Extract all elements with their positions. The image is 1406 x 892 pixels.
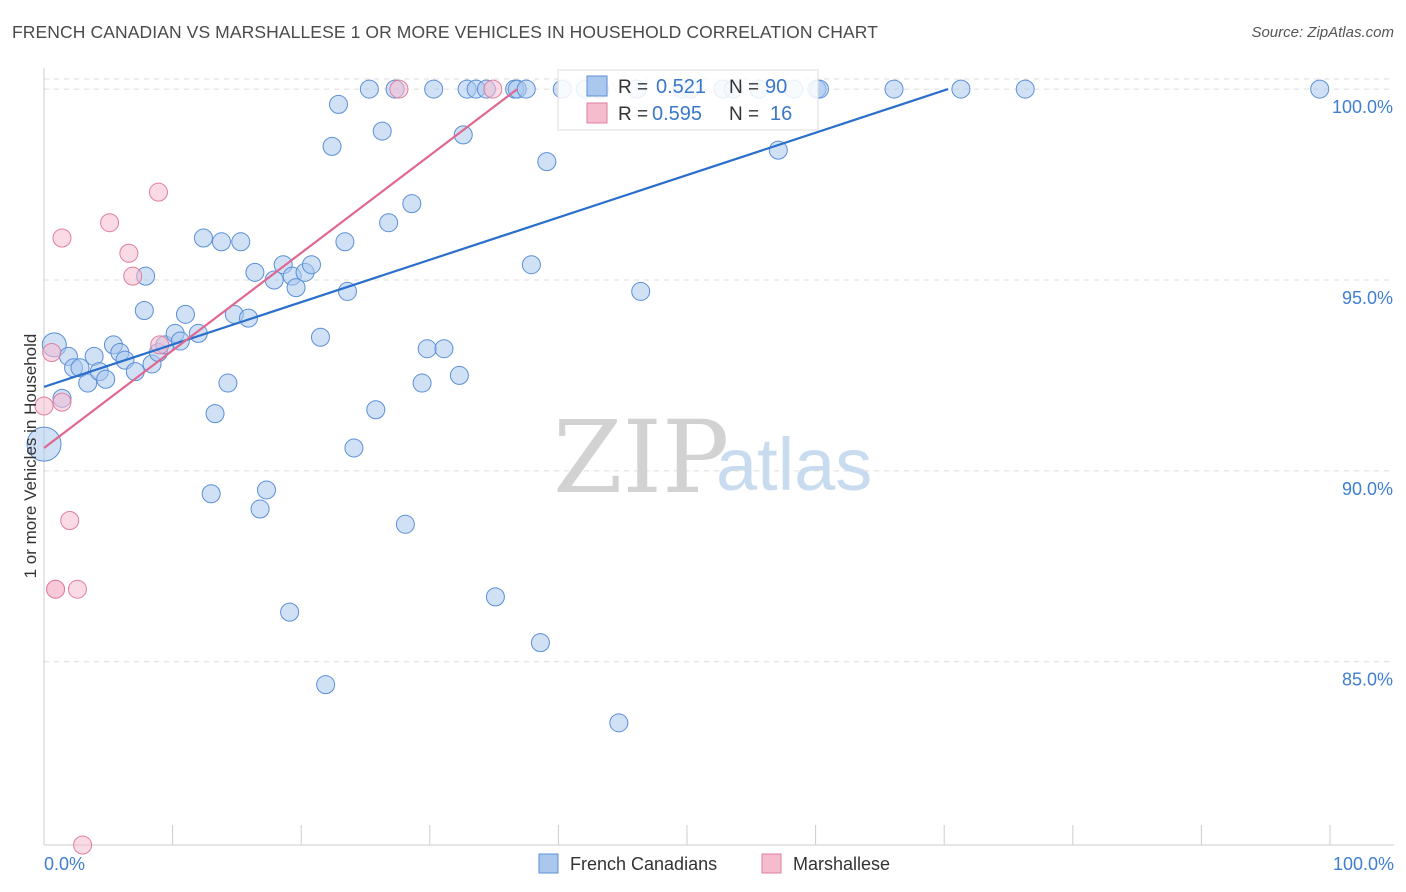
y-axis-label: 1 or more Vehicles in Household [21, 334, 40, 579]
french-canadians-point [231, 232, 251, 252]
stats-n-value-blue: 90 [765, 76, 787, 98]
source-credit: Source: ZipAtlas.com [1251, 24, 1394, 41]
french-canadians-point [1310, 79, 1330, 99]
stats-r-label-pink: R = [618, 104, 648, 125]
french-canadians-point [379, 213, 399, 233]
french-canadians-point [884, 79, 904, 99]
marshallese-point [119, 243, 139, 263]
french-canadians-point [366, 400, 386, 420]
french-canadians-point [521, 255, 541, 275]
marshallese-points [34, 79, 503, 855]
french-canadians-point [26, 426, 62, 462]
french-canadians-point [372, 121, 392, 141]
french-canadians-point [1015, 79, 1035, 99]
french-canadians-point [337, 281, 357, 301]
y-tick-label: 100.0% [1332, 97, 1393, 117]
french-canadians-point [395, 514, 415, 534]
y-tick-label: 95.0% [1342, 288, 1393, 308]
french-canadians-point [201, 484, 221, 504]
x-tick-label-min: 0.0% [44, 854, 85, 874]
french-canadians-point [250, 499, 270, 519]
stats-n-label-blue: N = [729, 77, 759, 98]
y-tick-label: 85.0% [1342, 670, 1393, 690]
french-canadians-point [328, 94, 348, 114]
french-canadians-point [951, 79, 971, 99]
marshallese-point [148, 182, 168, 202]
chart-title: FRENCH CANADIAN VS MARSHALLESE 1 OR MORE… [12, 22, 878, 42]
french-canadians-point [485, 587, 505, 607]
stats-r-label-blue: R = [618, 77, 648, 98]
bottom-legend: French Canadians Marshallese [538, 853, 890, 874]
french-canadians-point [70, 358, 90, 378]
grid-layer [44, 78, 1394, 663]
marshallese-point [42, 343, 62, 363]
marshallese-point [46, 579, 66, 599]
french-canadians-point [609, 713, 629, 733]
stats-n-value-pink: 16 [770, 103, 792, 125]
french-canadians-point [205, 404, 225, 424]
french-canadians-point [412, 373, 432, 393]
french-canadians-point [537, 152, 557, 172]
french-canadians-point [449, 365, 469, 385]
legend-swatch-marshallese [761, 853, 782, 874]
marshallese-point [60, 510, 80, 530]
marshallese-point [52, 228, 72, 248]
stats-swatch-pink [586, 102, 608, 124]
french-canadians-point [417, 339, 437, 359]
french-canadians-point [238, 308, 258, 328]
marshallese-point [389, 79, 409, 99]
stats-r-value-blue: 0.521 [656, 76, 706, 98]
french-canadians-trend-line [43, 88, 949, 388]
french-canadians-point [402, 194, 422, 214]
marshallese-trend-line [43, 88, 518, 449]
x-tick-label-max: 100.0% [1333, 854, 1394, 874]
y-tick-labels: 85.0% 90.0% 95.0% 100.0% [1332, 97, 1393, 690]
french-canadians-point [193, 228, 213, 248]
french-canadians-point [78, 373, 98, 393]
french-canadians-point [344, 438, 364, 458]
stats-swatch-blue [586, 75, 608, 97]
french-canadians-point [280, 602, 300, 622]
french-canadians-point [322, 136, 342, 156]
marshallese-point [34, 396, 54, 416]
french-canadians-point [516, 79, 536, 99]
trend-lines [43, 88, 949, 449]
french-canadians-point [211, 232, 231, 252]
stats-r-value-pink: 0.595 [652, 103, 702, 125]
french-canadians-point [245, 262, 265, 282]
french-canadians-point [453, 125, 473, 145]
watermark-zip: ZIP [553, 399, 729, 516]
marshallese-point [73, 835, 93, 855]
french-canadians-point [175, 304, 195, 324]
french-canadians-point [301, 255, 321, 275]
french-canadians-point [310, 327, 330, 347]
y-tick-label: 90.0% [1342, 479, 1393, 499]
marshallese-point [67, 579, 87, 599]
french-canadians-point [530, 633, 550, 653]
marshallese-point [52, 392, 72, 412]
stats-n-label-pink: N = [729, 104, 759, 125]
french-canadians-point [424, 79, 444, 99]
french-canadians-point [96, 369, 116, 389]
marshallese-point [123, 266, 143, 286]
marshallese-point [483, 79, 503, 99]
french-canadians-point [256, 480, 276, 500]
french-canadians-point [335, 232, 355, 252]
watermark-atlas: atlas [716, 423, 872, 506]
stats-legend-box: R = 0.521 N = 90 R = 0.595 N = 16 [557, 69, 819, 131]
french-canadians-point [359, 79, 379, 99]
french-canadians-point [434, 339, 454, 359]
french-canadians-point [218, 373, 238, 393]
legend-swatch-french-canadians [538, 853, 559, 874]
marshallese-point [100, 213, 120, 233]
french-canadians-point [631, 281, 651, 301]
french-canadians-point [134, 301, 154, 321]
watermark: ZIP atlas [553, 399, 872, 516]
legend-label-french-canadians: French Canadians [570, 854, 717, 874]
legend-label-marshallese: Marshallese [793, 854, 890, 874]
french-canadians-point [316, 675, 336, 695]
french-canadians-point [286, 278, 306, 298]
